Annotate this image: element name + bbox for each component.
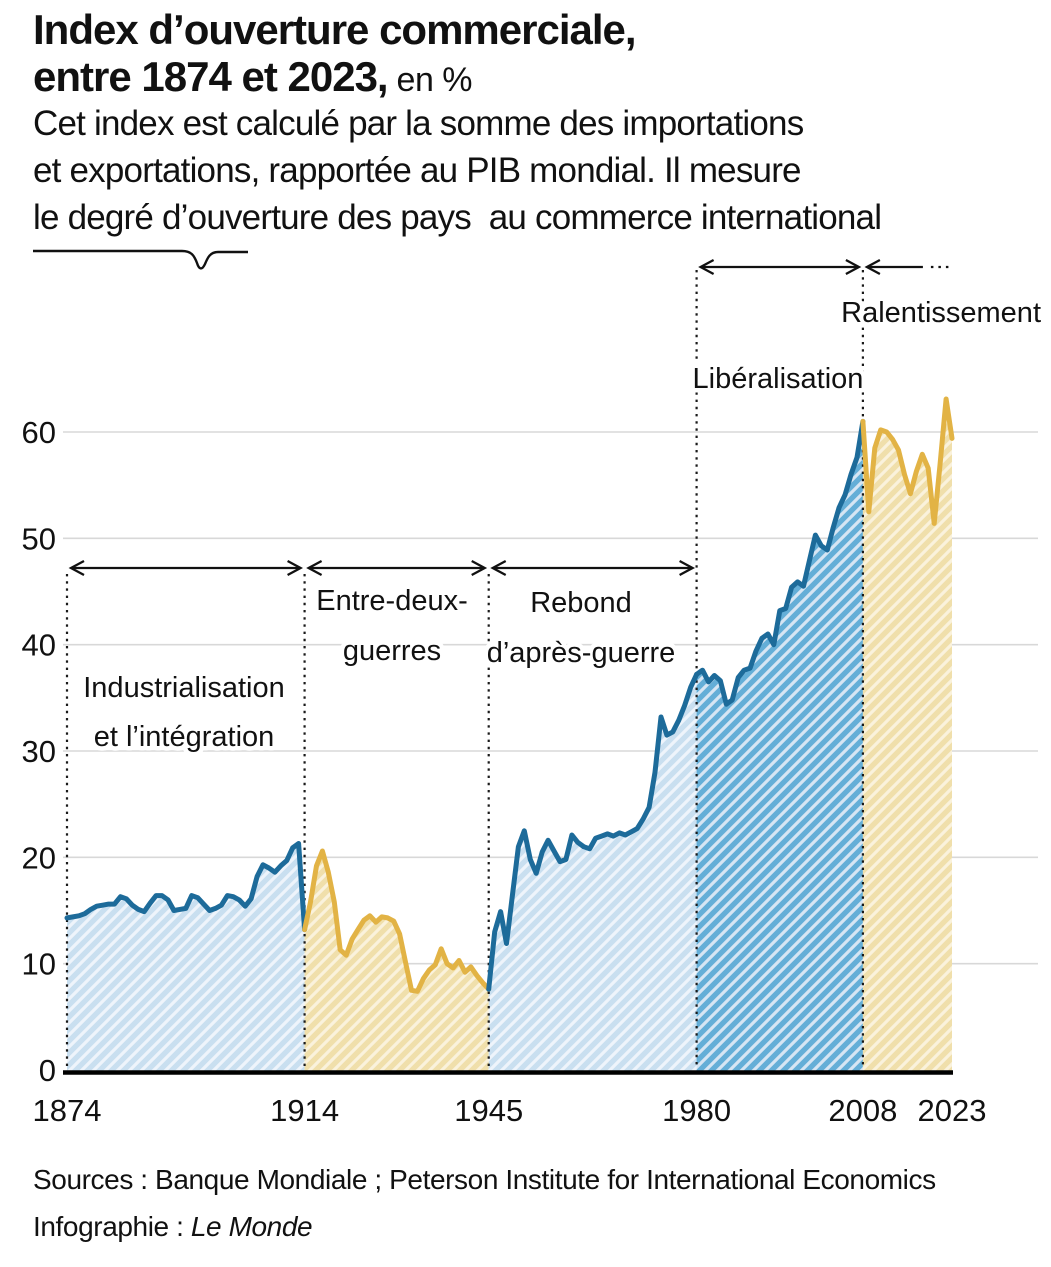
series-line-1914 — [302, 848, 492, 994]
period-label: Industrialisation — [83, 672, 285, 704]
title-unit: en % — [387, 61, 473, 99]
period-label: Entre-deux- — [316, 585, 468, 617]
series-line-1980 — [694, 418, 866, 707]
period-label: Libéralisation — [693, 363, 864, 395]
x-tick-label: 1914 — [270, 1093, 339, 1128]
y-tick-label: 60 — [22, 415, 56, 450]
x-tick-label: 1945 — [454, 1093, 523, 1128]
credit-publisher: Le Monde — [190, 1211, 313, 1242]
x-axis-tick-labels: 1874 1914 1945 1980 2008 2023 — [33, 1093, 987, 1128]
period-label: guerres — [343, 635, 441, 667]
y-tick-label: 20 — [22, 840, 56, 875]
title-line-2: entre 1874 et 2023, en % — [33, 53, 473, 100]
x-tick-label: 1980 — [662, 1093, 731, 1128]
sources-text: Sources : Banque Mondiale ; Peterson Ins… — [33, 1164, 936, 1195]
subtitle-bracket-squiggle — [33, 249, 248, 270]
period-label: Ralentissement — [841, 297, 1041, 329]
chart-subtitle: Cet index est calculé par la somme des i… — [33, 100, 882, 241]
page-title: Index d’ouverture commerciale, entre 187… — [33, 6, 637, 104]
period-area-1874 — [67, 843, 305, 1071]
area-fills — [67, 399, 952, 1071]
subtitle-line: le degré d’ouverture des pays au commerc… — [33, 198, 882, 237]
credit-label: Infographie : — [33, 1211, 191, 1242]
y-axis-tick-labels: 0 10 20 30 40 50 60 — [22, 415, 56, 1088]
x-tick-label: 2008 — [828, 1093, 897, 1128]
subtitle-line: Cet index est calculé par la somme des i… — [33, 104, 804, 143]
y-tick-label: 40 — [22, 628, 56, 663]
period-area-2008 — [862, 399, 952, 1071]
period-label: d’après-guerre — [487, 637, 676, 669]
x-tick-label: 2023 — [918, 1093, 987, 1128]
y-tick-label: 10 — [22, 947, 56, 982]
credit-text: Infographie : Le Monde — [33, 1203, 936, 1250]
y-tick-label: 50 — [22, 521, 56, 556]
period-labels: Industrialisation et l’intégration Entre-d… — [79, 293, 1046, 758]
data-lines — [64, 396, 955, 994]
period-label: et l’intégration — [94, 721, 275, 753]
period-label: Rebond — [530, 587, 632, 619]
title-line-1: Index d’ouverture commerciale, — [33, 6, 637, 53]
y-tick-label: 30 — [22, 734, 56, 769]
period-bracket-arrows — [68, 258, 952, 577]
chart-footer: Sources : Banque Mondiale ; Peterson Ins… — [33, 1156, 936, 1250]
x-tick-label: 1874 — [33, 1093, 102, 1128]
period-area-1980 — [696, 421, 863, 1071]
series-line-1874 — [64, 841, 308, 933]
trade-openness-chart: 0 10 20 30 40 50 60 Industrialisation et l’intég… — [22, 258, 1046, 1128]
series-line-2008 — [860, 396, 955, 526]
subtitle-line: et exportations, rapportée au PIB mondia… — [33, 151, 802, 190]
period-area-1914 — [304, 851, 489, 1071]
y-tick-label: 0 — [39, 1053, 56, 1088]
series-line-1945 — [486, 671, 700, 992]
period-area-1945 — [488, 674, 697, 1071]
